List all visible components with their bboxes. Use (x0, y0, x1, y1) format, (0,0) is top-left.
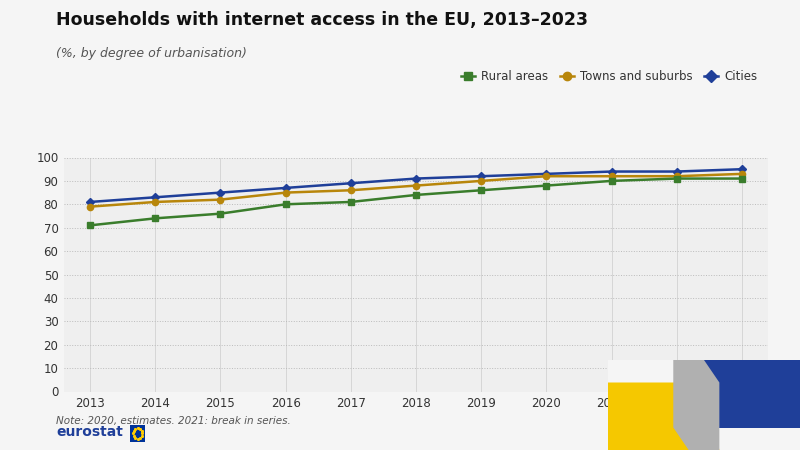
Text: Households with internet access in the EU, 2013–2023: Households with internet access in the E… (56, 11, 588, 29)
Text: Note: 2020, estimates. 2021: break in series.: Note: 2020, estimates. 2021: break in se… (56, 416, 290, 426)
Text: eurostat: eurostat (56, 425, 123, 439)
Text: (%, by degree of urbanisation): (%, by degree of urbanisation) (56, 47, 247, 60)
Polygon shape (608, 382, 719, 450)
Polygon shape (689, 360, 800, 427)
Polygon shape (674, 360, 719, 450)
Legend: Rural areas, Towns and suburbs, Cities: Rural areas, Towns and suburbs, Cities (456, 65, 762, 88)
